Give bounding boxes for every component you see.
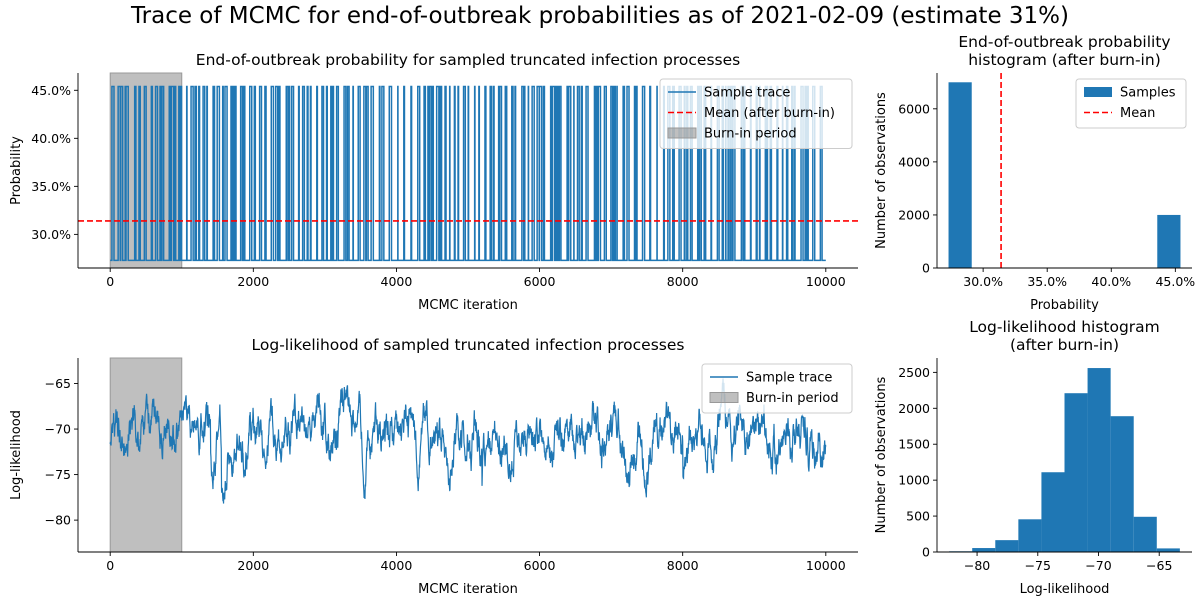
legend-swatch-patch xyxy=(709,392,739,403)
histogram-bar xyxy=(1157,214,1181,268)
y-tick-label: 2000 xyxy=(898,401,930,416)
x-axis-label: Probability xyxy=(1030,298,1099,313)
x-tick-label: 30.0% xyxy=(963,274,1003,289)
axes-ll_trace: 0 2000 4000 6000 8000 10000 −80 −75 −70 −65 MCMC i… xyxy=(9,336,858,597)
x-tick-label: 6000 xyxy=(524,558,556,573)
x-tick-label: 4000 xyxy=(381,274,413,289)
y-tick-label: 40.0% xyxy=(31,131,71,146)
axes-title: Log-likelihood of sampled truncated infe… xyxy=(252,336,685,354)
y-tick-label: −65 xyxy=(45,376,71,391)
legend-swatch-patch xyxy=(667,127,697,139)
axes-title: (after burn-in) xyxy=(1010,336,1119,354)
axes-title: End-of-outbreak probability for sampled … xyxy=(196,51,740,69)
axes-title: End-of-outbreak probability xyxy=(958,33,1170,51)
x-tick-label: 8000 xyxy=(667,558,699,573)
y-tick-label: −70 xyxy=(45,422,71,437)
x-tick-label: 10000 xyxy=(806,274,846,289)
x-tick-label: 40.0% xyxy=(1091,274,1131,289)
y-tick-label: 0 xyxy=(922,261,930,276)
trace-line-sample xyxy=(110,85,826,262)
axes-prob_trace: 0 2000 4000 6000 8000 10000 30.0% 35.0% 40.0% 45.… xyxy=(9,51,858,313)
x-axis-label: MCMC iteration xyxy=(418,582,518,597)
y-axis-label: Number of observations xyxy=(874,376,889,533)
histogram-bar xyxy=(948,82,972,269)
x-tick-label: 2000 xyxy=(237,558,269,573)
x-tick-label: 0 xyxy=(106,274,114,289)
legend-label: Mean xyxy=(1120,106,1155,121)
y-tick-label: 2000 xyxy=(898,207,930,222)
x-tick-label: 45.0% xyxy=(1155,274,1195,289)
axes-title: histogram (after burn-in) xyxy=(968,51,1161,69)
x-axis-label: MCMC iteration xyxy=(418,298,518,313)
y-tick-label: −75 xyxy=(45,467,71,482)
y-tick-label: 0 xyxy=(922,545,930,560)
axes-ll_hist: −80 −75 −70 −65 0 500 1000 1500 2000 2500 Log-like… xyxy=(874,318,1192,597)
histogram-bar xyxy=(1064,393,1088,552)
figure-suptitle: Trace of MCMC for end-of-outbreak probab… xyxy=(130,3,1069,29)
y-tick-label: 30.0% xyxy=(31,227,71,242)
x-tick-label: 0 xyxy=(106,558,114,573)
y-tick-label: 45.0% xyxy=(31,83,71,98)
x-tick-label: −75 xyxy=(1025,558,1051,573)
x-tick-label: −70 xyxy=(1085,558,1111,573)
histogram-bar xyxy=(1156,548,1180,552)
y-tick-label: 1500 xyxy=(898,437,930,452)
legend-swatch-patch xyxy=(1084,87,1112,97)
histogram-bar xyxy=(1041,472,1065,552)
y-tick-label: 2500 xyxy=(898,365,930,380)
histogram-bar xyxy=(995,540,1019,552)
histogram-bar xyxy=(1110,416,1134,552)
axes-container: 0 2000 4000 6000 8000 1000030.0%35.0%40.0%45.… xyxy=(9,33,1195,597)
legend-label: Burn-in period xyxy=(704,127,797,142)
y-axis-label: Number of observations xyxy=(874,92,889,249)
y-tick-label: 500 xyxy=(906,509,930,524)
y-tick-label: −80 xyxy=(45,513,71,528)
histogram-bar xyxy=(1018,519,1042,552)
y-tick-label: 35.0% xyxy=(31,179,71,194)
legend-label: Burn-in period xyxy=(746,391,839,406)
axes-prob_hist: 30.0% 35.0% 40.0% 45.0% 0 2000 4000 6000 Probabi… xyxy=(874,33,1195,313)
legend-box xyxy=(659,78,853,149)
burnin-region xyxy=(109,357,183,553)
y-axis-label: Log-likelihood xyxy=(9,410,24,500)
histogram-bar xyxy=(1133,516,1157,552)
axes-title: Log-likelihood histogram xyxy=(969,318,1160,336)
histogram-bar xyxy=(1087,368,1111,552)
legend-label: Sample trace xyxy=(746,371,832,386)
x-tick-label: −80 xyxy=(964,558,990,573)
y-axis-label: Probability xyxy=(9,136,24,205)
x-tick-label: 8000 xyxy=(667,274,699,289)
legend-label: Samples xyxy=(1120,86,1176,101)
legend-box xyxy=(701,363,853,414)
legend-label: Mean (after burn-in) xyxy=(704,106,835,121)
y-tick-label: 1000 xyxy=(898,473,930,488)
x-tick-label: 10000 xyxy=(806,558,846,573)
x-tick-label: −65 xyxy=(1146,558,1172,573)
x-tick-label: 4000 xyxy=(381,558,413,573)
x-axis-label: Log-likelihood xyxy=(1020,582,1110,597)
legend-label: Sample trace xyxy=(704,86,790,101)
y-tick-label: 6000 xyxy=(898,101,930,116)
x-tick-label: 2000 xyxy=(237,274,269,289)
histogram-bar xyxy=(972,548,996,552)
x-tick-label: 6000 xyxy=(524,274,556,289)
x-tick-label: 35.0% xyxy=(1027,274,1067,289)
y-tick-label: 4000 xyxy=(898,154,930,169)
trace-line-sample xyxy=(109,378,827,504)
